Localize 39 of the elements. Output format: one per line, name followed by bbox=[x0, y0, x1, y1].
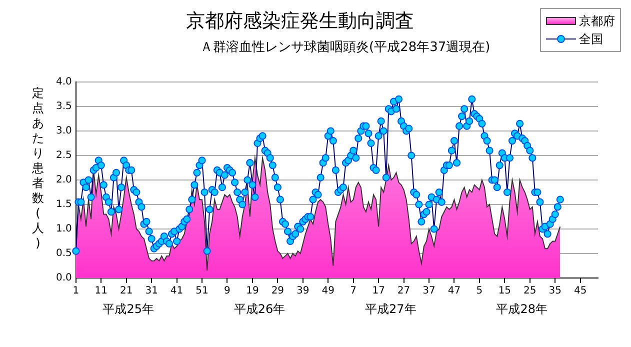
x-tick-label: 41 bbox=[170, 286, 184, 297]
text: 平成28年 bbox=[496, 302, 548, 316]
legend-label: 京都府 bbox=[579, 12, 615, 30]
x-tick-label: 7 bbox=[350, 286, 357, 297]
text: 平成25年 bbox=[102, 302, 154, 316]
x-tick-label: 17 bbox=[372, 286, 385, 297]
y-tick-label: 2.5 bbox=[56, 150, 72, 162]
y-tick-label: 1.0 bbox=[56, 224, 72, 235]
y-tick-label: 1.5 bbox=[56, 199, 72, 210]
y-tick-label: 2.0 bbox=[56, 174, 72, 186]
text: 平成26年 bbox=[234, 302, 286, 316]
x-tick-label: 5 bbox=[476, 286, 483, 297]
y-tick-label: 4.0 bbox=[56, 76, 72, 88]
x-tick-label: 27 bbox=[397, 286, 410, 297]
x-tick-label: 47 bbox=[448, 286, 461, 297]
y-tick-label: 3.0 bbox=[56, 126, 72, 137]
x-tick-label: 11 bbox=[94, 286, 108, 297]
x-tick-label: 15 bbox=[498, 286, 512, 297]
x-tick-label: 31 bbox=[145, 286, 158, 297]
chart-subtitle: Ａ群溶血性レンサ球菌咽頭炎(平成28年37週現在) bbox=[200, 39, 490, 56]
x-tick-label: 37 bbox=[422, 286, 436, 297]
x-tick-label: 51 bbox=[196, 286, 208, 297]
legend-label: 全国 bbox=[579, 30, 603, 48]
x-tick-label: 49 bbox=[322, 286, 334, 297]
y-tick-label: 0.5 bbox=[56, 248, 72, 260]
text: 定点あたり患者数(人) bbox=[32, 86, 44, 250]
x-tick-label: 21 bbox=[120, 286, 133, 297]
x-tick-label: 1 bbox=[72, 286, 80, 297]
x-tick-label: 35 bbox=[548, 286, 562, 297]
y-tick-label: 0.0 bbox=[56, 272, 72, 284]
x-tick-label: 19 bbox=[246, 286, 259, 297]
x-tick-label: 45 bbox=[574, 286, 587, 297]
x-tick-label: 29 bbox=[271, 286, 284, 297]
x-tick-label: 25 bbox=[524, 286, 536, 297]
text: 平成27年 bbox=[365, 302, 416, 316]
chart-title: 京都府感染症発生動向調査 bbox=[186, 10, 414, 32]
x-tick-label: 9 bbox=[224, 286, 230, 297]
x-tick-label: 39 bbox=[296, 286, 310, 297]
y-tick-label: 3.5 bbox=[56, 101, 72, 112]
